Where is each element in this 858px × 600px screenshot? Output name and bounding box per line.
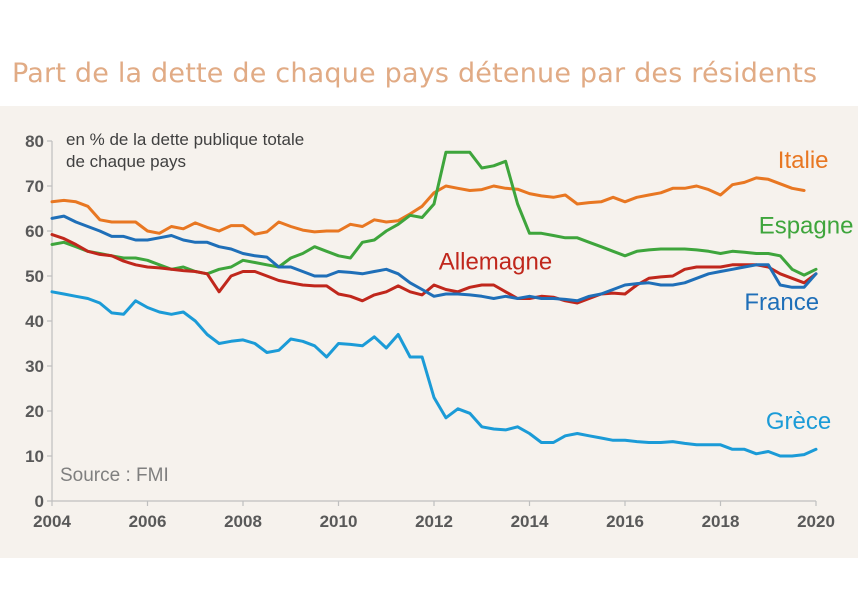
chart-subtitle-line-2: de chaque pays — [66, 152, 186, 171]
y-tick-label: 0 — [35, 492, 44, 511]
series-line-allemagne — [50, 233, 818, 305]
x-tick-label: 2012 — [415, 512, 453, 531]
series-label-france: France — [744, 289, 819, 316]
y-tick-label: 10 — [25, 447, 44, 466]
series-label-espagne: Espagne — [759, 212, 854, 239]
axes: 0 10 20 30 40 50 60 70 80 2004 2006 2008 2010 2012 201… — [25, 132, 835, 531]
series-labels: Italie Espagne Allemagne France Grèce — [439, 147, 854, 435]
series-line-espagne — [50, 150, 818, 277]
y-tick-label: 70 — [25, 177, 44, 196]
chart-panel — [0, 106, 858, 558]
series-lines — [50, 150, 818, 458]
chart-subtitle-line-1: en % de la dette publique totale — [66, 130, 304, 149]
x-tick-label: 2010 — [320, 512, 358, 531]
y-tick-label: 40 — [25, 312, 44, 331]
x-tick-label: 2006 — [129, 512, 167, 531]
y-tick-label: 30 — [25, 357, 44, 376]
chart-title: Part de la dette de chaque pays détenue … — [12, 58, 818, 89]
x-tick-label: 2018 — [702, 512, 740, 531]
x-tick-label: 2004 — [33, 512, 71, 531]
x-tick-label: 2008 — [224, 512, 262, 531]
series-label-italie: Italie — [778, 147, 829, 174]
series-line-italie — [50, 176, 806, 236]
x-tick-label: 2016 — [606, 512, 644, 531]
source-label: Source : FMI — [60, 465, 169, 486]
x-tick-label: 2020 — [797, 512, 835, 531]
series-label-grece: Grèce — [766, 408, 831, 435]
y-tick-label: 80 — [25, 132, 44, 151]
y-tick-label: 50 — [25, 267, 44, 286]
y-tick-label: 20 — [25, 402, 44, 421]
series-line-france — [50, 214, 818, 303]
series-label-allemagne: Allemagne — [439, 248, 552, 275]
x-tick-label: 2014 — [511, 512, 549, 531]
y-tick-label: 60 — [25, 222, 44, 241]
series-line-grece — [50, 290, 818, 458]
